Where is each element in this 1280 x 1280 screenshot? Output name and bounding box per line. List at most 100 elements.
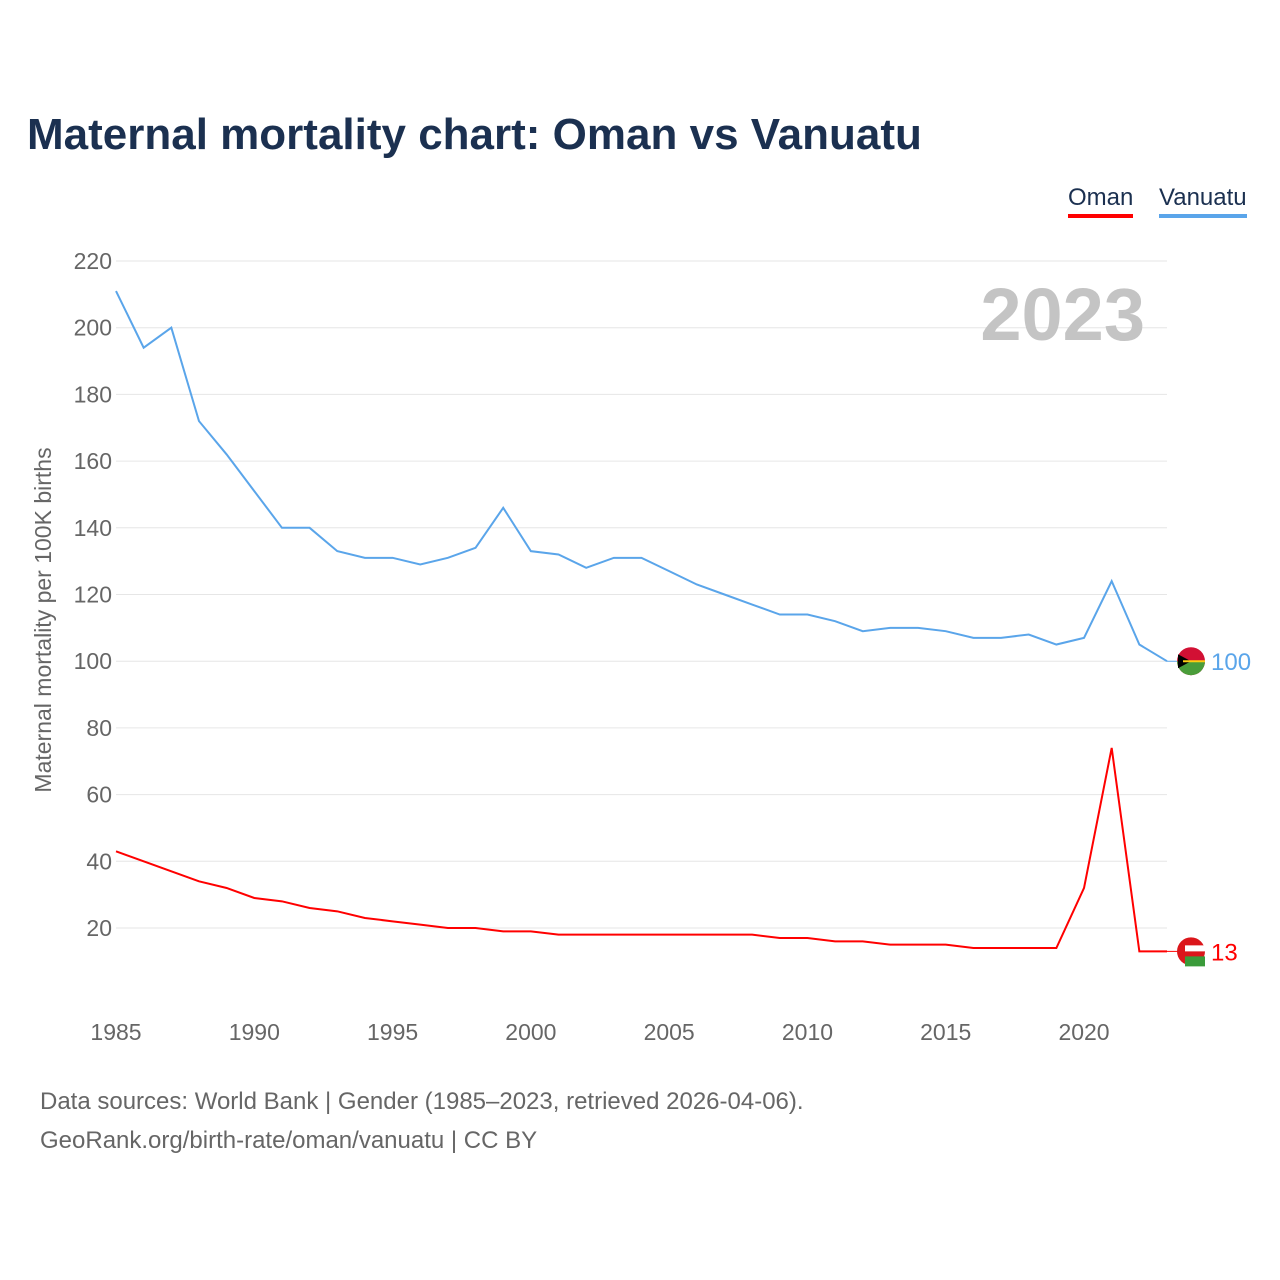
data-point xyxy=(805,936,809,940)
x-tick-label: 1985 xyxy=(90,1019,141,1045)
data-point xyxy=(418,562,422,566)
x-tick-label: 2000 xyxy=(505,1019,556,1045)
x-tick-label: 1995 xyxy=(367,1019,418,1045)
data-point xyxy=(557,552,561,556)
data-point xyxy=(252,896,256,900)
x-tick-label: 1990 xyxy=(229,1019,280,1045)
flag-stripe xyxy=(1185,945,1205,952)
data-point xyxy=(529,549,533,553)
data-point xyxy=(557,933,561,937)
data-point xyxy=(474,546,478,550)
data-point xyxy=(944,629,948,633)
data-point xyxy=(778,613,782,617)
data-point xyxy=(1110,746,1114,750)
data-point xyxy=(1082,886,1086,890)
data-point xyxy=(584,933,588,937)
data-point xyxy=(1054,643,1058,647)
data-point xyxy=(971,946,975,950)
y-tick-label: 40 xyxy=(86,848,112,874)
data-point xyxy=(944,943,948,947)
data-point xyxy=(446,556,450,560)
data-point xyxy=(1137,949,1141,953)
data-point xyxy=(142,346,146,350)
end-value-label: 13 xyxy=(1211,939,1238,966)
data-point xyxy=(1082,636,1086,640)
data-point xyxy=(722,933,726,937)
data-point xyxy=(640,933,644,937)
data-point xyxy=(999,636,1003,640)
data-point xyxy=(197,419,201,423)
y-tick-label: 120 xyxy=(74,582,112,608)
data-point xyxy=(805,613,809,617)
data-point xyxy=(280,899,284,903)
data-point xyxy=(612,556,616,560)
data-point xyxy=(1110,579,1114,583)
data-point xyxy=(916,626,920,630)
data-point xyxy=(695,933,699,937)
x-tick-label: 2005 xyxy=(644,1019,695,1045)
flag-stripe xyxy=(1185,956,1205,967)
y-tick-label: 220 xyxy=(74,248,112,274)
data-point xyxy=(335,549,339,553)
y-tick-label: 80 xyxy=(86,715,112,741)
data-point xyxy=(225,452,229,456)
series-line-oman xyxy=(115,747,1167,953)
data-point xyxy=(1054,946,1058,950)
data-point xyxy=(142,859,146,863)
y-tick-label: 60 xyxy=(86,782,112,808)
data-point xyxy=(391,919,395,923)
data-point xyxy=(640,556,644,560)
data-point xyxy=(363,556,367,560)
x-tick-label: 2020 xyxy=(1058,1019,1109,1045)
data-point xyxy=(1165,949,1169,953)
data-point xyxy=(418,923,422,927)
data-point xyxy=(833,619,837,623)
y-tick-label: 100 xyxy=(74,648,112,674)
year-watermark: 2023 xyxy=(980,273,1145,356)
data-point xyxy=(446,926,450,930)
data-point xyxy=(750,933,754,937)
data-point xyxy=(861,629,865,633)
data-point xyxy=(612,933,616,937)
data-point xyxy=(501,506,505,510)
data-point xyxy=(1027,633,1031,637)
chart-title: Maternal mortality chart: Oman vs Vanuat… xyxy=(27,110,922,159)
data-point xyxy=(888,943,892,947)
y-tick-label: 140 xyxy=(74,515,112,541)
y-tick-label: 160 xyxy=(74,448,112,474)
source-url: GeoRank.org/birth-rate/oman/vanuatu | CC… xyxy=(40,1127,538,1154)
data-point xyxy=(252,489,256,493)
data-point xyxy=(391,556,395,560)
x-tick-label: 2015 xyxy=(920,1019,971,1045)
data-point xyxy=(584,566,588,570)
data-point xyxy=(1137,643,1141,647)
data-point xyxy=(197,879,201,883)
data-point xyxy=(778,936,782,940)
data-point xyxy=(114,289,118,293)
data-point xyxy=(308,526,312,530)
data-point xyxy=(169,326,173,330)
data-point xyxy=(916,943,920,947)
data-point xyxy=(501,929,505,933)
end-value-label: 100 xyxy=(1211,649,1251,676)
data-point xyxy=(667,569,671,573)
legend-oman[interactable]: Oman xyxy=(1068,184,1134,218)
data-point xyxy=(280,526,284,530)
data-point xyxy=(695,582,699,586)
y-tick-label: 20 xyxy=(86,915,112,941)
data-point xyxy=(363,916,367,920)
data-point xyxy=(667,933,671,937)
data-point xyxy=(722,593,726,597)
data-point xyxy=(169,869,173,873)
data-point xyxy=(529,929,533,933)
data-point xyxy=(114,849,118,853)
data-point xyxy=(833,939,837,943)
data-point xyxy=(888,626,892,630)
data-point xyxy=(861,939,865,943)
x-tick-label: 2010 xyxy=(782,1019,833,1045)
data-point xyxy=(474,926,478,930)
y-axis-label: Maternal mortality per 100K births xyxy=(30,447,56,792)
legend-vanuatu[interactable]: Vanuatu xyxy=(1159,184,1247,218)
